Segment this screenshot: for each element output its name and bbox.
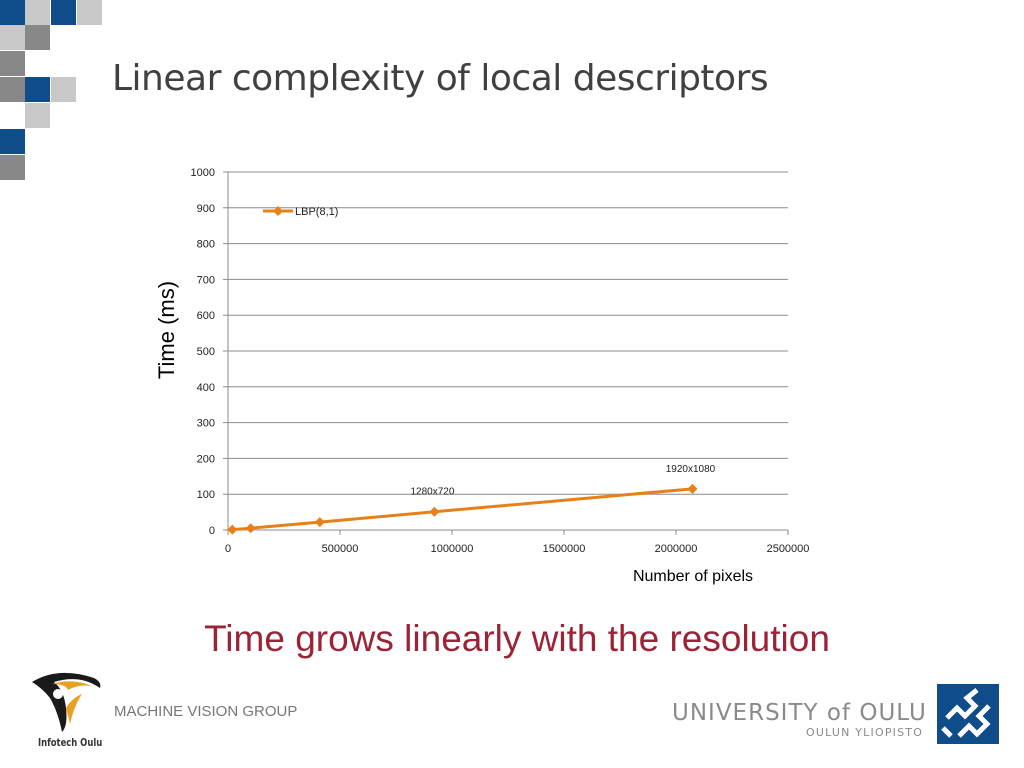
x-tick-label: 1500000: [543, 543, 586, 555]
legend-label: LBP(8,1): [295, 206, 338, 218]
data-point: [687, 483, 698, 494]
y-tick-label: 200: [197, 453, 215, 465]
y-axis-label: Time (ms): [154, 281, 179, 379]
university-logo-icon: [937, 684, 999, 744]
university-subtitle: OULUN YLIOPISTO: [806, 726, 924, 739]
x-tick-label: 2500000: [767, 543, 810, 555]
data-label: 1920x1080: [666, 464, 716, 475]
y-tick-label: 500: [197, 346, 215, 358]
data-point: [314, 517, 325, 528]
x-axis-label: Number of pixels: [633, 568, 753, 585]
x-tick-label: 500000: [322, 543, 359, 555]
data-label: 1280x720: [410, 487, 454, 498]
legend-marker: [273, 206, 283, 216]
x-tick-label: 0: [225, 543, 231, 555]
y-tick-label: 700: [197, 274, 215, 286]
y-tick-label: 600: [197, 310, 215, 322]
infotech-oulu-logo: [32, 672, 101, 732]
series-line: [232, 487, 693, 532]
data-point: [245, 523, 256, 534]
y-tick-label: 300: [197, 418, 215, 430]
slide-tagline: Time grows linearly with the resolution: [204, 618, 830, 659]
data-point: [429, 506, 440, 517]
infotech-oulu-caption: Infotech Oulu: [38, 736, 103, 749]
y-tick-label: 1000: [191, 167, 215, 179]
corner-decoration: [0, 0, 110, 185]
y-tick-label: 0: [209, 525, 215, 537]
y-tick-label: 800: [197, 239, 215, 251]
group-name: MACHINE VISION GROUP: [114, 703, 298, 720]
y-tick-label: 400: [197, 382, 215, 394]
data-point: [227, 524, 238, 535]
y-tick-label: 100: [197, 489, 215, 501]
x-tick-label: 2000000: [655, 543, 698, 555]
x-tick-label: 1000000: [431, 543, 474, 555]
slide-title: Linear complexity of local descriptors: [112, 58, 769, 99]
y-tick-label: 900: [197, 203, 215, 215]
university-name: UNIVERSITY of OULU: [672, 700, 927, 726]
line-chart: 0 100 200 300 400 500 600 700 800 900 1000 0 500000 1…: [154, 167, 810, 585]
